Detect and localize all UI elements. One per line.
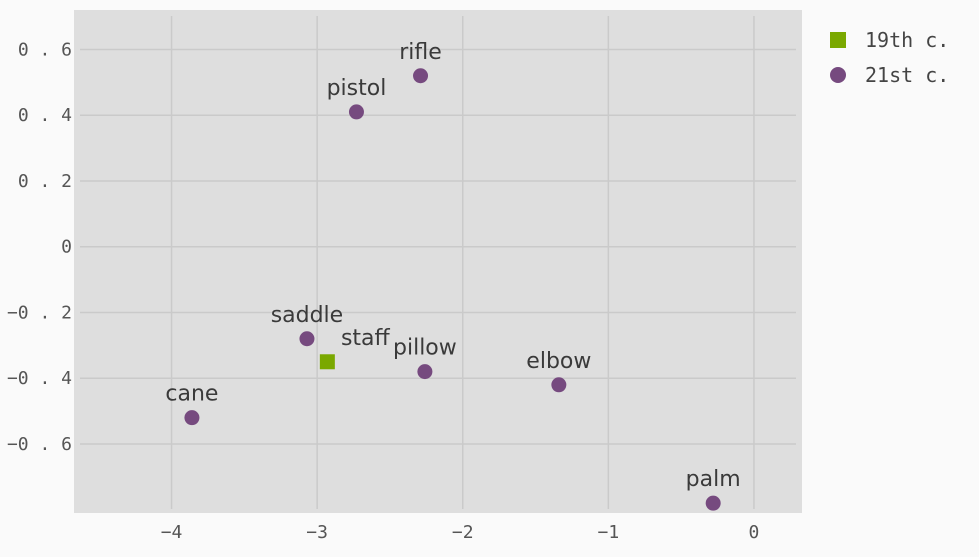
data-labels: staff rifle pistol saddle pillow elbow cane pal… [165, 40, 740, 492]
data-points [184, 68, 721, 511]
point-pistol [348, 104, 364, 120]
plot-area [74, 10, 802, 513]
point-elbow [551, 377, 567, 393]
y-tick-label: −0 . 2 [7, 302, 72, 323]
y-tick-label: −0 . 4 [7, 368, 72, 389]
point-label-palm: palm [686, 467, 741, 492]
point-label-saddle: saddle [271, 303, 344, 328]
point-label-cane: cane [165, 382, 218, 407]
axis-ticks: −4 −3 −2 −1 0 0 . 6 0 . 4 0 . 2 0 −0 . 2 −0 . 4 −0 … [7, 39, 759, 543]
point-label-pistol: pistol [327, 76, 387, 101]
grid [80, 16, 796, 509]
x-tick-label: −1 [598, 522, 620, 543]
point-staff [319, 354, 335, 370]
x-tick-label: −2 [452, 522, 474, 543]
point-saddle [299, 331, 315, 347]
y-tick-label: −0 . 6 [7, 434, 72, 455]
x-tick-label: −4 [161, 522, 183, 543]
point-label-pillow: pillow [393, 336, 457, 361]
x-tick-label: −3 [306, 522, 328, 543]
y-tick-label: 0 [61, 237, 72, 258]
point-palm [705, 495, 721, 511]
point-label-staff: staff [341, 326, 391, 351]
legend: 19th c. 21st c. [830, 28, 949, 87]
point-label-rifle: rifle [399, 40, 442, 65]
point-label-elbow: elbow [526, 349, 591, 374]
y-tick-label: 0 . 2 [18, 171, 72, 192]
y-tick-label: 0 . 4 [18, 105, 72, 126]
point-pillow [417, 364, 433, 380]
point-cane [184, 410, 200, 426]
point-rifle [413, 68, 429, 84]
x-tick-label: 0 [749, 522, 760, 543]
legend-marker-circle [830, 67, 846, 83]
legend-label: 19th c. [865, 28, 949, 52]
legend-marker-square [830, 32, 846, 48]
legend-label: 21st c. [865, 63, 949, 87]
y-tick-label: 0 . 6 [18, 39, 72, 60]
